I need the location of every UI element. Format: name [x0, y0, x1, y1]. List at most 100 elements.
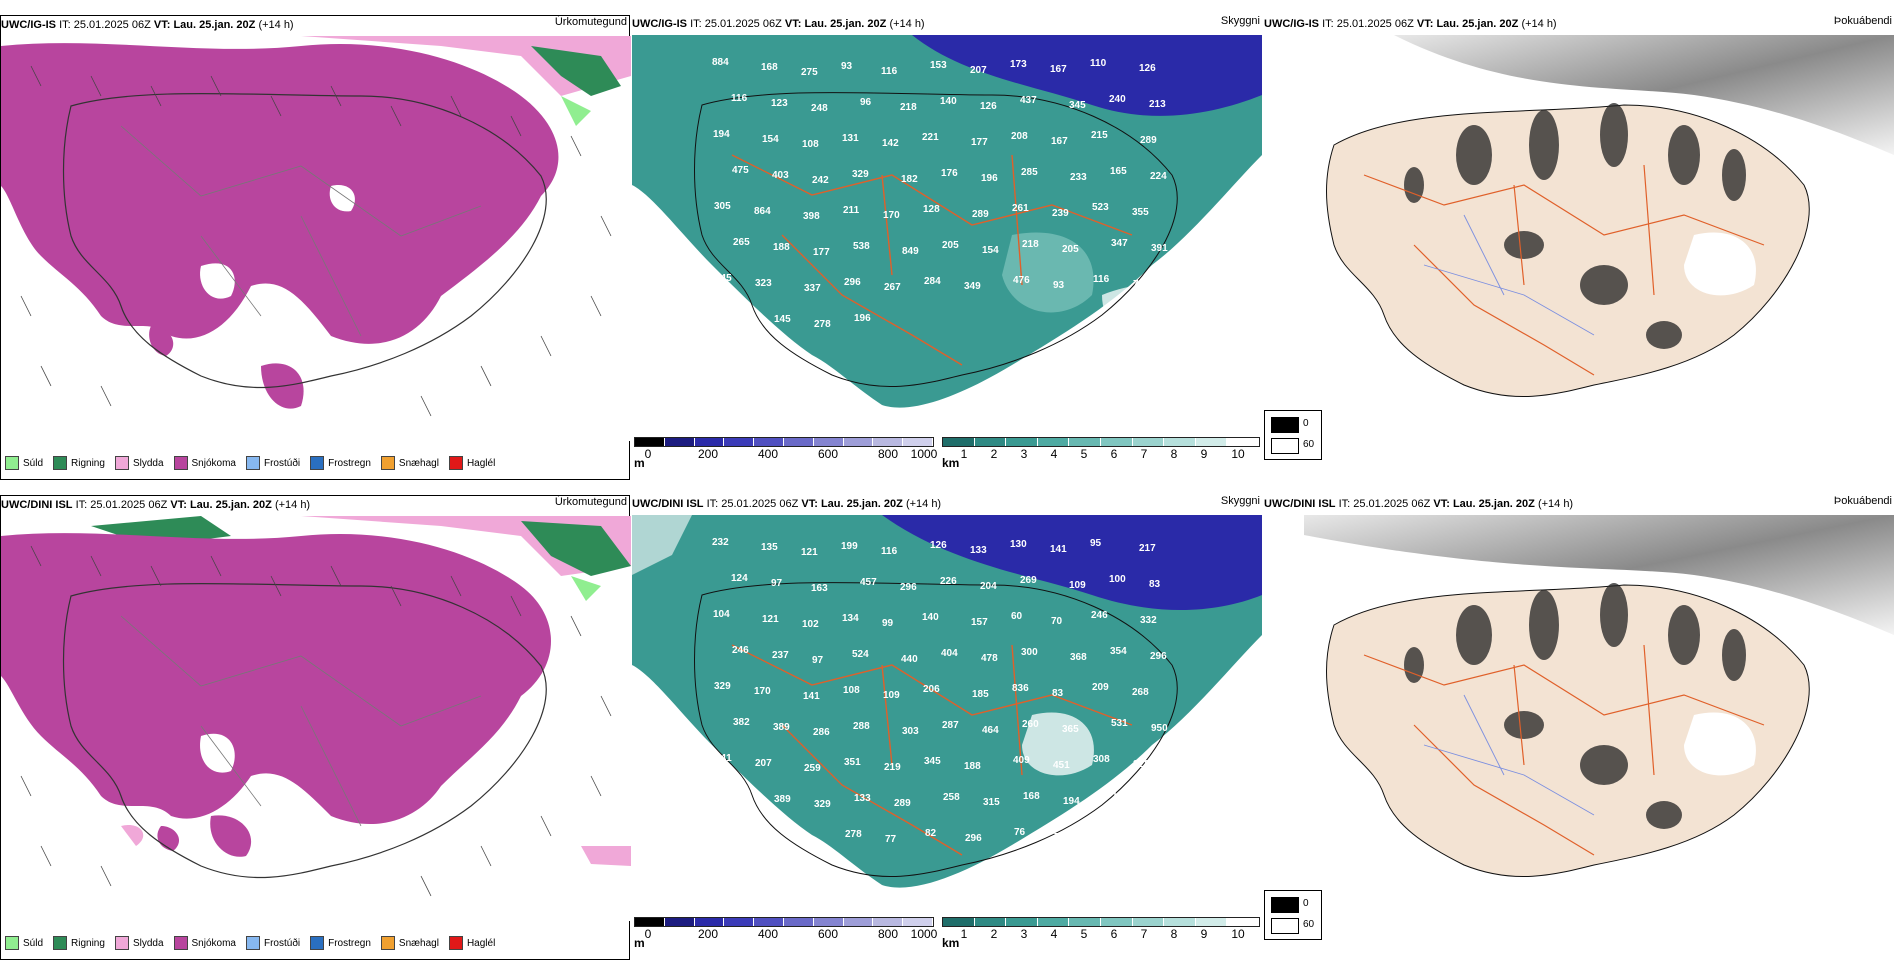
visibility-value-label: 296 — [844, 277, 861, 288]
visibility-value-label: 259 — [804, 763, 821, 774]
visibility-value-label: 142 — [882, 138, 899, 149]
visibility-value-label: 206 — [923, 684, 940, 695]
visibility-value-label: 409 — [1013, 755, 1030, 766]
fog-map-svg — [1264, 515, 1894, 920]
visibility-value-label: 128 — [923, 204, 940, 215]
visibility-value-label: 284 — [924, 276, 941, 287]
visibility-colorbar-m: m 0 200 400 600 800 1000 — [634, 437, 937, 470]
visibility-value-label: 475 — [732, 165, 749, 176]
precip-map — [1, 36, 631, 441]
panel-title: Þokuábendi — [1833, 15, 1892, 27]
visibility-value-label: 398 — [803, 211, 820, 222]
visibility-value-label: 100 — [1109, 574, 1126, 585]
visibility-value-label: 884 — [712, 57, 729, 68]
legend-swatch — [173, 456, 188, 470]
legend-swatch — [5, 936, 19, 950]
visibility-value-label: 524 — [852, 649, 869, 660]
visibility-value-label: 332 — [1140, 615, 1157, 626]
visibility-value-label: 176 — [941, 168, 958, 179]
visibility-value-label: 351 — [844, 757, 861, 768]
visibility-value-label: 141 — [1050, 544, 1067, 555]
visibility-value-label: 109 — [883, 690, 900, 701]
legend-swatch — [245, 456, 260, 470]
visibility-value-label: 70 — [1051, 616, 1063, 627]
visibility-value-label: 523 — [1092, 202, 1109, 213]
visibility-value-label: 109 — [1069, 580, 1086, 591]
visibility-value-label: 133 — [970, 545, 987, 556]
visibility-value-label: 218 — [900, 102, 917, 113]
visibility-value-label: 97 — [812, 655, 824, 666]
visibility-value-label: 131 — [842, 133, 859, 144]
visibility-value-label: 300 — [1021, 647, 1038, 658]
visibility-value-label: 278 — [845, 829, 862, 840]
visibility-value-label: 207 — [755, 758, 772, 769]
visibility-value-label: 355 — [1132, 207, 1149, 218]
fog-swatch-low — [1271, 417, 1299, 433]
visibility-value-label: 285 — [1021, 167, 1038, 178]
visibility-value-label: 464 — [982, 725, 999, 736]
panel-title: Þokuábendi — [1833, 495, 1892, 507]
visibility-value-label: 110 — [1090, 58, 1107, 69]
visibility-value-label: 323 — [755, 278, 772, 289]
visibility-value-label: 167 — [1050, 64, 1067, 75]
visibility-value-label: 71 — [734, 309, 746, 320]
legend-swatch — [380, 456, 395, 470]
visibility-value-label: 260 — [1022, 719, 1039, 730]
visibility-value-label: 389 — [773, 722, 790, 733]
visibility-value-label: 233 — [1070, 172, 1087, 183]
legend-item: Frostregn — [310, 456, 371, 470]
visibility-value-label: 269 — [1020, 575, 1037, 586]
visibility-map-svg: 232 135 121 199 116 126 133 130 141 95 217 124 97 163… — [632, 515, 1262, 920]
visibility-value-label: 347 — [1111, 238, 1128, 249]
visibility-value-label: 93 — [1053, 280, 1065, 291]
visibility-value-label: 296 — [1150, 651, 1167, 662]
visibility-value-label: 299 — [1152, 795, 1169, 806]
visibility-value-label: 173 — [1010, 59, 1027, 70]
visibility-value-label: 382 — [733, 717, 750, 728]
legend-swatch — [310, 456, 325, 470]
panel-header: UWC/IG-IS IT: 25.01.2025 06Z VT: Lau. 25… — [632, 15, 1262, 33]
panel-header: UWC/DINI ISL IT: 25.01.2025 06Z VT: Lau.… — [1, 496, 629, 514]
visibility-labels: 884 168 275 93 116 153 207 173 167 110 126 116 123 24… — [712, 57, 1168, 330]
visibility-value-label: 345 — [924, 756, 941, 767]
fog-map — [1264, 515, 1894, 920]
legend-item: Haglél — [448, 936, 495, 950]
legend-item: Snjókoma — [173, 936, 236, 950]
visibility-value-label: 108 — [843, 685, 860, 696]
legend-item: Rigning — [53, 936, 105, 950]
visibility-value-label: 849 — [902, 246, 919, 257]
visibility-value-label: 288 — [853, 721, 870, 732]
visibility-value-label: 126 — [1139, 63, 1156, 74]
visibility-value-label: 194 — [713, 129, 730, 140]
visibility-value-label: 538 — [853, 241, 870, 252]
visibility-value-label: 205 — [942, 240, 959, 251]
visibility-value-label: 168 — [761, 62, 778, 73]
visibility-value-label: 246 — [732, 645, 749, 656]
legend-swatch — [53, 456, 68, 470]
visibility-value-label: 145 — [774, 314, 791, 325]
visibility-map: 884 168 275 93 116 153 207 173 167 110 126 116 123 24… — [632, 35, 1262, 440]
visibility-colorbar-m: m 0 200 400 600 800 1000 — [634, 917, 938, 950]
visibility-value-label: 354 — [1110, 646, 1127, 657]
precip-legend: Súld Rigning Slydda Snjókoma Frostúði Fr… — [5, 451, 495, 475]
visibility-colorbar-km: km 1 2 3 4 5 6 7 8 9 10 — [942, 437, 1260, 470]
legend-item: Frostúði — [245, 936, 300, 950]
visibility-value-label: 296 — [965, 833, 982, 844]
visibility-value-label: 365 — [1062, 724, 1079, 735]
visibility-value-label: 289 — [894, 798, 911, 809]
legend-swatch — [245, 936, 260, 950]
precip-map — [1, 516, 631, 921]
panel-header: UWC/DINI ISL IT: 25.01.2025 06Z VT: Lau.… — [632, 495, 1262, 513]
visibility-map: 232 135 121 199 116 126 133 130 141 95 217 124 97 163… — [632, 515, 1262, 920]
visibility-value-label: 836 — [1012, 683, 1029, 694]
scale-km-ticks: km 1 2 3 4 5 6 7 8 9 10 — [942, 447, 1245, 470]
legend-swatch — [448, 456, 463, 470]
panel-title: Úrkomutegund — [554, 16, 627, 28]
visibility-value-label: 188 — [964, 761, 981, 772]
fog-swatch-high — [1271, 918, 1299, 934]
visibility-value-label: 116 — [881, 546, 898, 557]
visibility-value-label: 97 — [771, 578, 783, 589]
visibility-value-label: 296 — [900, 582, 917, 593]
visibility-value-label: 130 — [1010, 539, 1027, 550]
scale-m-ticks: m 0 200 400 600 800 1000 — [634, 927, 938, 950]
